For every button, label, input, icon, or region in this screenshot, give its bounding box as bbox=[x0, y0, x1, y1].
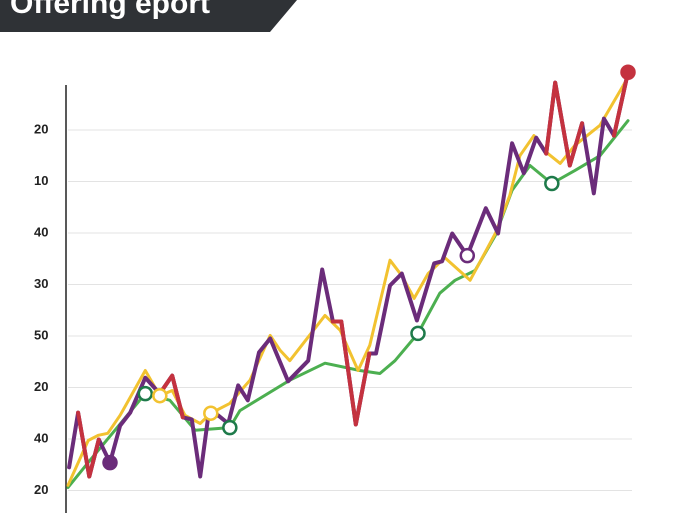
y-tick-label: 20 bbox=[34, 379, 48, 394]
y-tick-label: 30 bbox=[34, 276, 48, 291]
y-tick-label: 10 bbox=[34, 173, 48, 188]
series-line bbox=[330, 319, 372, 427]
point-marker bbox=[459, 247, 476, 264]
point-marker bbox=[544, 175, 560, 192]
series-line bbox=[612, 70, 630, 138]
series-line bbox=[544, 80, 585, 168]
y-tick-label: 40 bbox=[34, 224, 48, 239]
series-line bbox=[67, 70, 630, 479]
series-line bbox=[157, 373, 185, 420]
y-tick-label: 40 bbox=[34, 430, 48, 445]
point-marker bbox=[620, 64, 636, 81]
y-tick-label: 20 bbox=[34, 121, 48, 136]
point-marker bbox=[102, 454, 118, 471]
point-marker bbox=[410, 325, 426, 342]
chart-title: Offering eport bbox=[10, 0, 210, 20]
point-marker bbox=[222, 419, 238, 436]
title-banner bbox=[0, 0, 297, 32]
y-tick-label: 50 bbox=[34, 327, 48, 342]
point-marker bbox=[137, 385, 154, 402]
series-line bbox=[76, 410, 101, 479]
series-line bbox=[66, 75, 630, 487]
point-marker bbox=[152, 387, 168, 404]
point-marker bbox=[203, 405, 219, 421]
series-line bbox=[66, 119, 630, 489]
y-tick-label: 20 bbox=[34, 482, 48, 497]
